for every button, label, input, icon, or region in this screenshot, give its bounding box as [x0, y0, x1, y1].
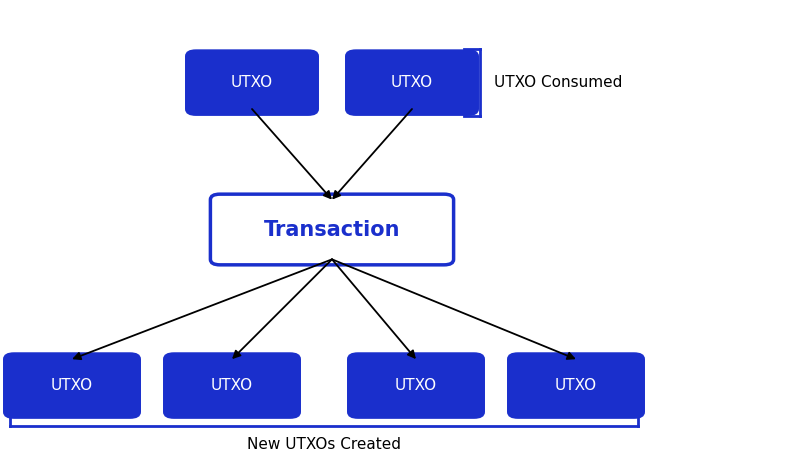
FancyBboxPatch shape	[165, 353, 299, 418]
Text: UTXO Consumed: UTXO Consumed	[494, 75, 622, 90]
FancyBboxPatch shape	[509, 353, 643, 418]
Text: UTXO: UTXO	[211, 378, 253, 393]
FancyBboxPatch shape	[349, 353, 483, 418]
FancyBboxPatch shape	[5, 353, 139, 418]
Text: UTXO: UTXO	[51, 378, 93, 393]
FancyBboxPatch shape	[210, 194, 454, 265]
Text: UTXO: UTXO	[555, 378, 597, 393]
Text: New UTXOs Created: New UTXOs Created	[247, 437, 401, 452]
Text: UTXO: UTXO	[231, 75, 273, 90]
Text: UTXO: UTXO	[395, 378, 437, 393]
Text: Transaction: Transaction	[264, 219, 400, 240]
Text: UTXO: UTXO	[391, 75, 433, 90]
FancyBboxPatch shape	[186, 51, 318, 114]
FancyBboxPatch shape	[346, 51, 478, 114]
